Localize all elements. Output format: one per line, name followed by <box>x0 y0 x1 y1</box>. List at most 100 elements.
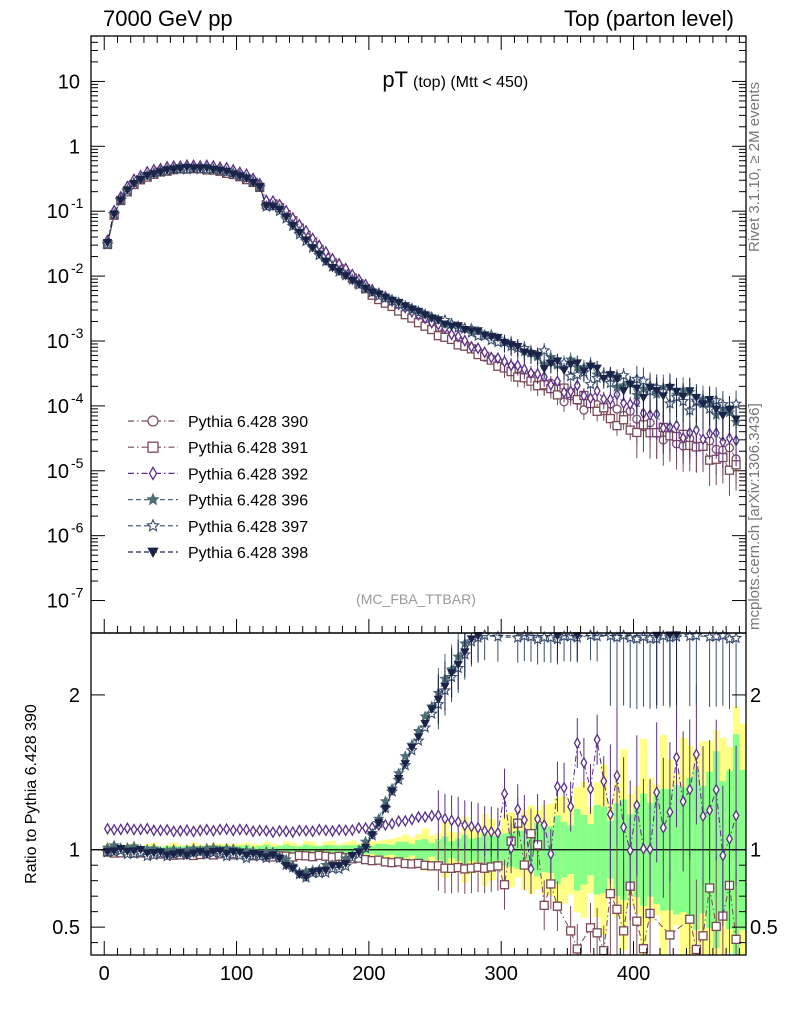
x-tick-label: 200 <box>352 963 385 985</box>
data-point <box>605 413 616 424</box>
data-point <box>719 435 727 449</box>
data-point <box>618 415 629 425</box>
ratio-series-2 <box>103 684 740 926</box>
data-point <box>380 293 391 302</box>
data-point <box>268 851 278 860</box>
data-point <box>428 809 436 823</box>
data-point <box>624 631 637 644</box>
data-point <box>315 823 323 837</box>
y-tick-exponent: -4 <box>71 390 84 406</box>
legend-entry: Pythia 6.428 390 <box>188 414 308 431</box>
data-point <box>347 276 358 286</box>
data-point <box>499 338 510 348</box>
data-point <box>248 178 258 188</box>
ratio-y-tick-label: 0.5 <box>52 917 80 939</box>
data-point <box>712 783 720 797</box>
data-point <box>307 244 318 253</box>
data-point <box>335 823 343 837</box>
legend-entry: Pythia 6.428 398 <box>188 545 308 562</box>
data-point <box>507 359 515 372</box>
data-point <box>374 819 384 828</box>
data-point <box>400 302 410 311</box>
data-point <box>493 333 503 343</box>
data-point <box>724 465 735 475</box>
data-point <box>413 307 424 317</box>
data-point <box>547 378 555 392</box>
data-point <box>698 931 708 941</box>
data-point <box>137 823 145 836</box>
data-point <box>228 848 238 857</box>
data-point <box>606 393 614 406</box>
data-point <box>188 849 199 859</box>
data-point <box>560 781 568 795</box>
data-point <box>665 631 675 640</box>
data-point <box>433 695 444 705</box>
data-point <box>552 357 563 366</box>
header-process: 7000 GeV pp <box>103 6 233 31</box>
data-point <box>307 868 318 877</box>
x-tick-label: 300 <box>485 963 518 985</box>
data-point <box>692 423 700 437</box>
data-point <box>620 820 628 834</box>
data-point <box>652 386 662 396</box>
data-point <box>474 821 482 835</box>
main-series-layer <box>101 158 743 497</box>
data-point <box>269 825 277 839</box>
data-point <box>341 859 351 869</box>
data-point <box>692 748 700 761</box>
data-point <box>481 824 489 838</box>
data-point <box>638 944 649 954</box>
data-point <box>242 823 251 837</box>
data-point <box>572 359 582 368</box>
data-point <box>342 824 350 837</box>
data-point <box>474 341 482 355</box>
data-point <box>618 387 629 396</box>
data-point <box>685 387 695 396</box>
data-point <box>314 250 324 259</box>
data-point <box>142 171 152 181</box>
data-point <box>182 851 192 861</box>
data-point <box>585 363 596 372</box>
y-tick-exponent: -2 <box>71 260 84 276</box>
data-point <box>527 366 535 380</box>
data-point <box>699 809 707 823</box>
data-point <box>380 804 391 814</box>
data-point <box>367 288 377 297</box>
data-point <box>381 818 389 832</box>
data-point <box>691 944 702 955</box>
data-point <box>261 853 272 862</box>
data-point <box>122 186 133 195</box>
data-point <box>685 914 695 924</box>
y-tick-label: 10 <box>47 396 69 418</box>
data-point <box>534 812 542 826</box>
data-point <box>294 229 305 238</box>
data-point <box>302 824 310 838</box>
data-point <box>116 196 126 205</box>
data-point <box>276 824 284 838</box>
data-point <box>321 866 331 876</box>
data-point <box>294 870 305 880</box>
data-point <box>731 415 741 424</box>
data-point <box>593 384 601 398</box>
series-pythia-6-428-398 <box>102 163 741 445</box>
y-tick-label: 10 <box>47 461 69 483</box>
y-tick-exponent: -7 <box>71 585 84 601</box>
data-point <box>699 432 707 446</box>
data-point <box>520 362 528 376</box>
data-point <box>149 170 159 179</box>
data-point <box>395 814 403 828</box>
data-point <box>282 824 290 838</box>
data-point <box>711 405 721 414</box>
data-point <box>393 298 404 308</box>
data-point <box>461 334 469 348</box>
data-point <box>348 823 356 837</box>
data-point <box>567 800 575 813</box>
data-point <box>719 849 727 862</box>
data-point <box>645 384 655 393</box>
data-point <box>341 272 351 281</box>
data-point <box>711 921 721 932</box>
data-point <box>637 630 650 642</box>
data-point <box>466 635 477 644</box>
data-point <box>146 492 160 506</box>
data-point <box>347 851 358 861</box>
